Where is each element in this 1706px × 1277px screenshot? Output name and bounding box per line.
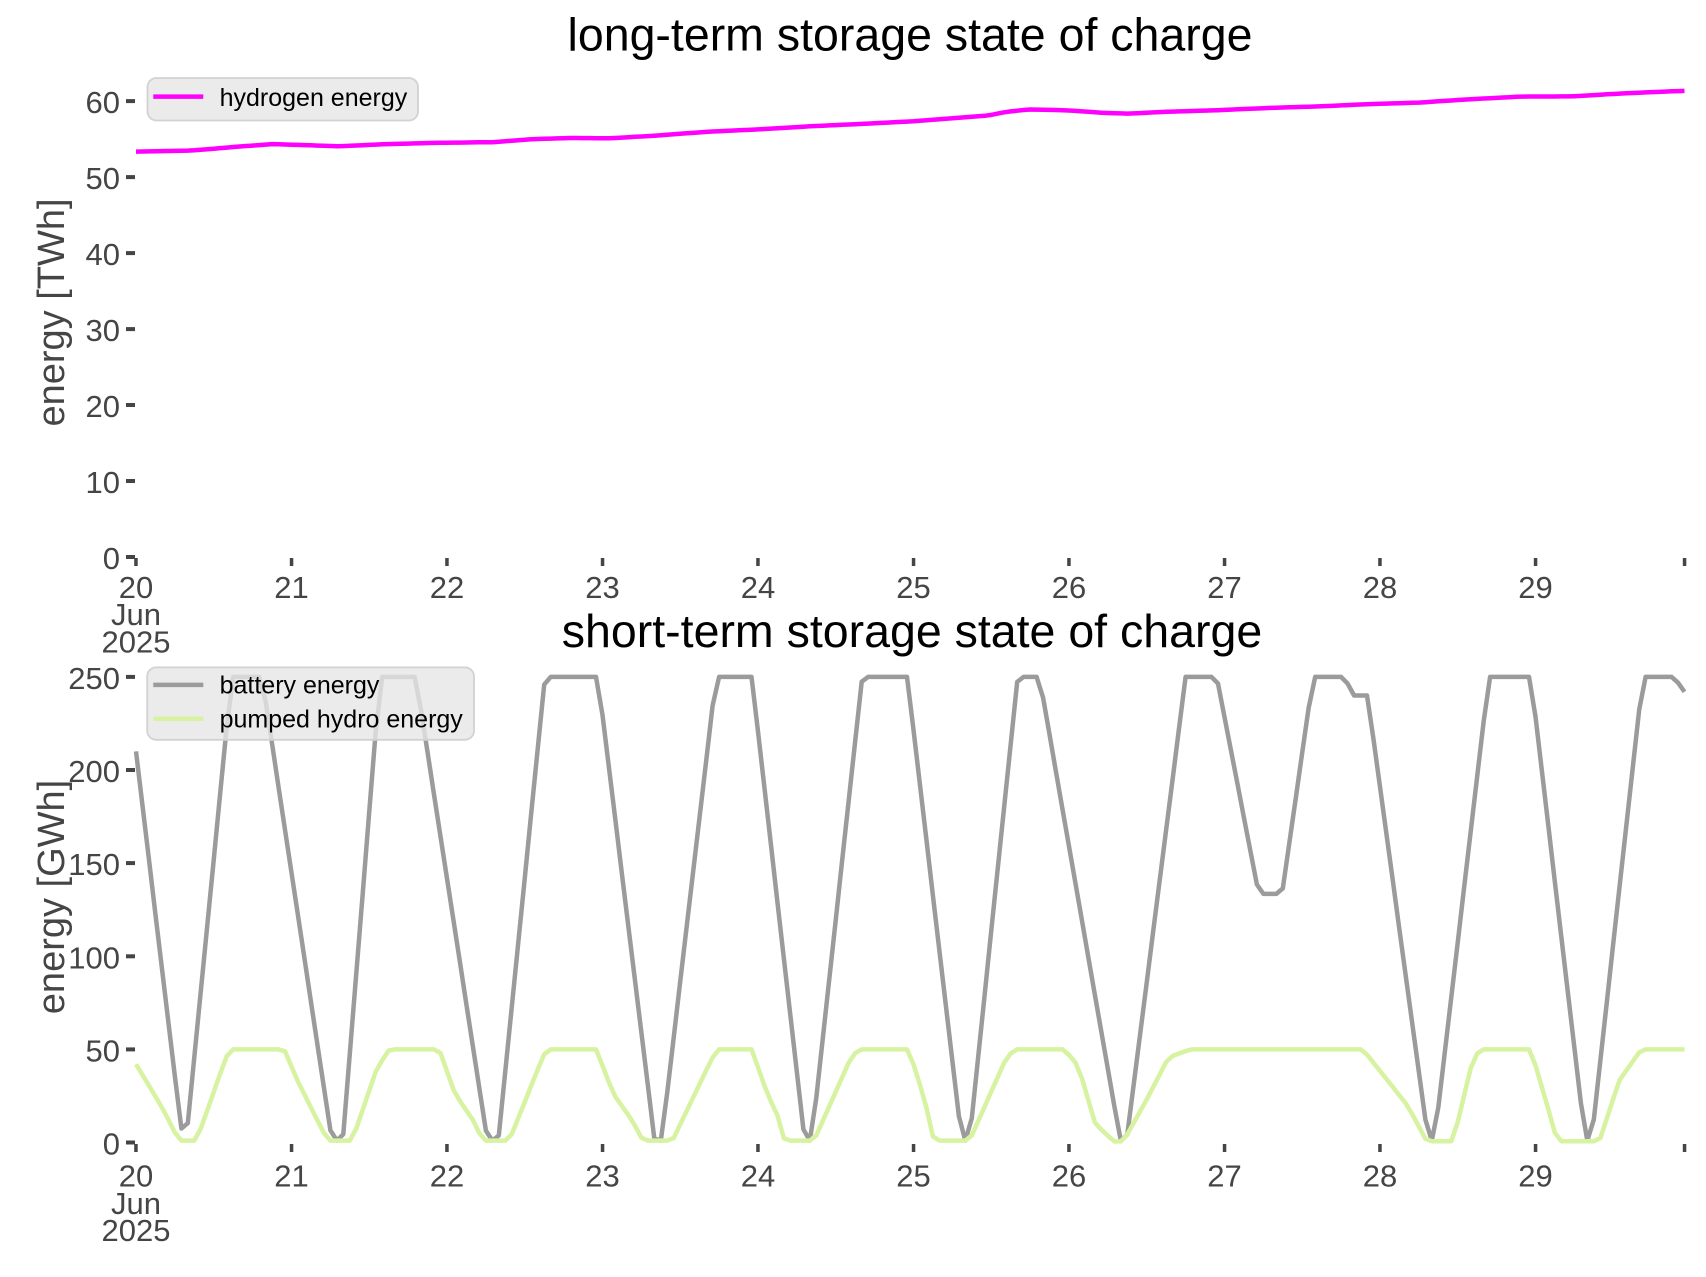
svg-text:21: 21 <box>274 1159 308 1194</box>
svg-text:2025: 2025 <box>102 1213 171 1248</box>
svg-text:30: 30 <box>86 313 120 348</box>
svg-text:22: 22 <box>430 1159 464 1194</box>
svg-text:20: 20 <box>86 389 120 424</box>
svg-text:2025: 2025 <box>102 624 171 659</box>
svg-text:pumped hydro energy: pumped hydro energy <box>220 706 464 734</box>
svg-text:Jun: Jun <box>111 597 161 632</box>
svg-text:24: 24 <box>741 570 775 605</box>
svg-text:26: 26 <box>1052 570 1086 605</box>
svg-text:40: 40 <box>86 237 120 272</box>
svg-text:27: 27 <box>1207 570 1241 605</box>
svg-text:hydrogen energy: hydrogen energy <box>220 84 408 112</box>
svg-text:60: 60 <box>86 85 120 120</box>
svg-text:20: 20 <box>119 1159 153 1194</box>
svg-text:23: 23 <box>585 1159 619 1194</box>
svg-text:25: 25 <box>896 570 930 605</box>
svg-text:26: 26 <box>1052 1159 1086 1194</box>
svg-text:50: 50 <box>86 161 120 196</box>
svg-text:25: 25 <box>896 1159 930 1194</box>
svg-text:battery energy: battery energy <box>220 672 380 700</box>
svg-text:10: 10 <box>86 465 120 500</box>
svg-text:28: 28 <box>1363 1159 1397 1194</box>
svg-text:29: 29 <box>1518 570 1552 605</box>
svg-text:22: 22 <box>430 570 464 605</box>
svg-text:100: 100 <box>68 940 120 975</box>
svg-text:29: 29 <box>1518 1159 1552 1194</box>
svg-text:long-term storage state of cha: long-term storage state of charge <box>568 9 1253 61</box>
svg-text:28: 28 <box>1363 570 1397 605</box>
svg-text:0: 0 <box>103 541 120 576</box>
svg-text:21: 21 <box>274 570 308 605</box>
svg-text:250: 250 <box>68 661 120 696</box>
svg-text:27: 27 <box>1207 1159 1241 1194</box>
svg-text:50: 50 <box>86 1033 120 1068</box>
svg-text:short-term storage state of ch: short-term storage state of charge <box>562 605 1262 657</box>
svg-text:energy [TWh]: energy [TWh] <box>31 198 73 426</box>
svg-text:23: 23 <box>585 570 619 605</box>
svg-text:0: 0 <box>103 1127 120 1162</box>
svg-text:energy [GWh]: energy [GWh] <box>31 780 73 1014</box>
svg-text:Jun: Jun <box>111 1186 161 1221</box>
svg-text:24: 24 <box>741 1159 775 1194</box>
svg-text:20: 20 <box>119 570 153 605</box>
svg-text:200: 200 <box>68 754 120 789</box>
svg-text:150: 150 <box>68 847 120 882</box>
